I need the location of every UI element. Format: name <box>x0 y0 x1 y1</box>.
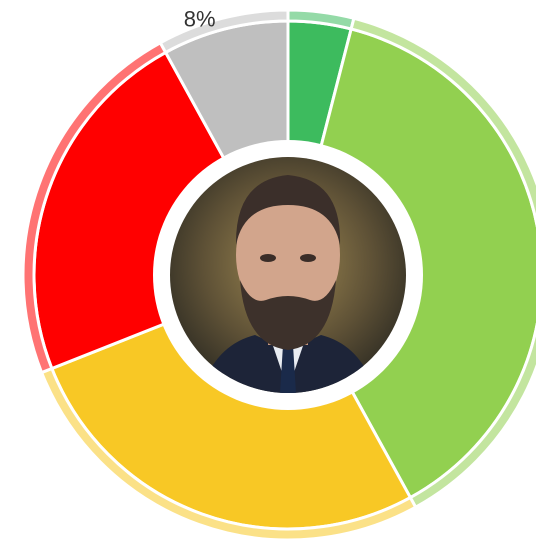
value-label: 8% <box>184 6 216 31</box>
chart: 8% <box>0 0 536 541</box>
portrait <box>170 157 406 393</box>
page: {"chart_data": {"type": "donut", "catego… <box>0 0 536 541</box>
